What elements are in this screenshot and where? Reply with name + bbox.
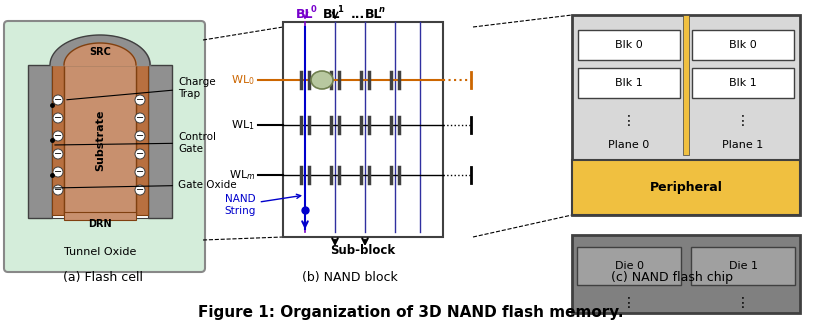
Text: DRN: DRN: [88, 219, 112, 229]
Text: ⋮: ⋮: [736, 114, 750, 128]
Bar: [64, 65, 136, 215]
Text: Plane 1: Plane 1: [723, 140, 764, 150]
Text: Sub-block: Sub-block: [330, 244, 395, 256]
Circle shape: [135, 131, 145, 141]
Bar: [52, 65, 148, 218]
Text: ...: ...: [351, 7, 365, 20]
Text: Control
Gate: Control Gate: [55, 132, 216, 154]
Text: ⋮: ⋮: [736, 296, 750, 310]
Text: Blk 1: Blk 1: [615, 78, 643, 88]
Circle shape: [53, 131, 63, 141]
Text: Peripheral: Peripheral: [649, 181, 723, 195]
Ellipse shape: [311, 71, 333, 89]
Text: Die 1: Die 1: [728, 261, 758, 271]
Bar: [64, 212, 136, 220]
Text: Die 0: Die 0: [615, 261, 644, 271]
Text: −: −: [136, 113, 144, 123]
Bar: [572, 160, 800, 215]
Bar: [572, 235, 800, 313]
Bar: [691, 247, 795, 285]
Bar: [577, 247, 681, 285]
Circle shape: [53, 149, 63, 159]
Bar: [692, 30, 794, 60]
Text: −: −: [54, 131, 62, 141]
Text: ⋮: ⋮: [622, 296, 636, 310]
Bar: [683, 15, 689, 155]
Text: −: −: [54, 113, 62, 123]
Text: BL: BL: [323, 7, 341, 20]
Text: Gate Oxide: Gate Oxide: [55, 180, 237, 190]
Text: Plane 0: Plane 0: [608, 140, 649, 150]
Circle shape: [135, 185, 145, 195]
Bar: [136, 65, 148, 215]
Circle shape: [53, 113, 63, 123]
Text: WL$_m$: WL$_m$: [229, 168, 255, 182]
Text: NAND
String: NAND String: [224, 194, 301, 216]
Text: −: −: [136, 131, 144, 141]
Bar: [283, 22, 443, 237]
Circle shape: [53, 95, 63, 105]
Text: Substrate: Substrate: [95, 109, 105, 171]
Text: (b) NAND block: (b) NAND block: [302, 271, 398, 285]
Text: WL$_0$: WL$_0$: [231, 73, 255, 87]
Text: (a) Flash cell: (a) Flash cell: [63, 271, 143, 285]
Text: −: −: [54, 95, 62, 105]
Text: −: −: [54, 149, 62, 159]
Circle shape: [53, 167, 63, 177]
Circle shape: [135, 95, 145, 105]
Bar: [692, 68, 794, 98]
Bar: [52, 65, 64, 215]
Text: BL: BL: [365, 7, 383, 20]
Bar: [572, 15, 800, 215]
Text: Figure 1: Organization of 3D NAND flash memory.: Figure 1: Organization of 3D NAND flash …: [198, 305, 624, 321]
Text: ⋮: ⋮: [622, 114, 636, 128]
Text: −: −: [54, 185, 62, 195]
FancyBboxPatch shape: [4, 21, 205, 272]
Bar: [578, 30, 680, 60]
Text: 0: 0: [310, 5, 316, 14]
Text: −: −: [54, 167, 62, 177]
Text: −: −: [136, 185, 144, 195]
Circle shape: [135, 149, 145, 159]
Bar: [578, 68, 680, 98]
Text: SRC: SRC: [89, 47, 111, 57]
Text: −: −: [136, 149, 144, 159]
Text: Blk 1: Blk 1: [729, 78, 757, 88]
Bar: [148, 65, 172, 218]
Text: −: −: [136, 95, 144, 105]
Text: −: −: [136, 167, 144, 177]
Circle shape: [135, 167, 145, 177]
Text: WL$_1$: WL$_1$: [232, 118, 255, 132]
Text: BL: BL: [296, 7, 314, 20]
Text: Blk 0: Blk 0: [729, 40, 757, 50]
Text: Blk 0: Blk 0: [615, 40, 643, 50]
Text: n: n: [379, 5, 385, 14]
Circle shape: [53, 185, 63, 195]
Text: 1: 1: [337, 5, 343, 14]
Bar: [28, 65, 52, 218]
Text: (c) NAND flash chip: (c) NAND flash chip: [611, 271, 733, 285]
Text: Charge
Trap: Charge Trap: [67, 77, 215, 100]
Text: Tunnel Oxide: Tunnel Oxide: [64, 247, 136, 257]
Circle shape: [135, 113, 145, 123]
